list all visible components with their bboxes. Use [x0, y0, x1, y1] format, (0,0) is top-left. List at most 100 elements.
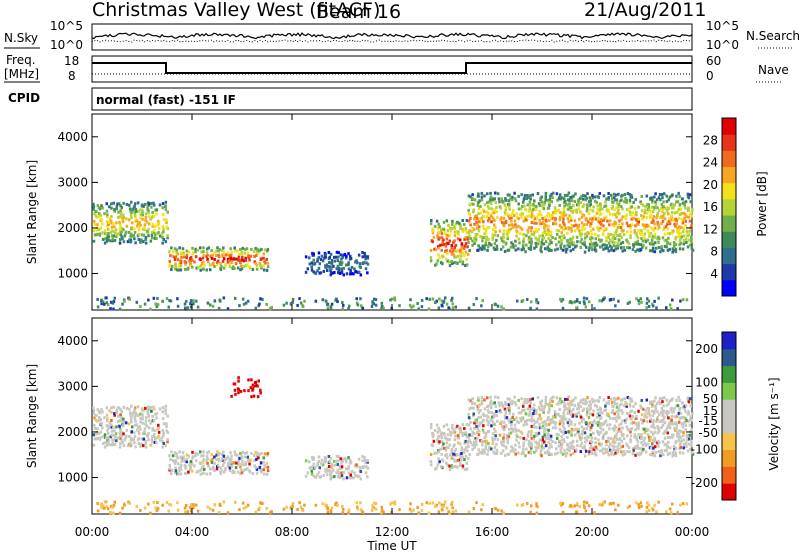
velocity-cell [532, 437, 536, 441]
velocity-cell [359, 501, 362, 505]
velocity-cell [168, 503, 171, 507]
power-cell [520, 212, 524, 216]
power-cell [555, 228, 559, 232]
power-cell [457, 230, 460, 234]
power-cell [453, 245, 456, 249]
velocity-cell [101, 435, 104, 439]
power-cell [445, 248, 448, 252]
velocity-cell [610, 410, 614, 414]
velocity-cell [684, 423, 688, 427]
velocity-cell [566, 408, 570, 412]
velocity-cell [494, 434, 497, 438]
power-cell [468, 234, 471, 238]
power-cell [181, 247, 185, 251]
velocity-cell [625, 425, 629, 429]
velocity-cell [251, 471, 255, 475]
velocity-cell [324, 469, 327, 473]
velocity-cell [268, 511, 272, 515]
velocity-cell [533, 420, 537, 424]
power-cell [619, 226, 623, 230]
power-cell [199, 264, 203, 268]
velocity-cell [111, 505, 115, 509]
velocity-cell [685, 435, 689, 439]
power-cell [133, 237, 136, 241]
velocity-cell [542, 440, 546, 444]
velocity-cell [548, 407, 551, 411]
power-cell [209, 254, 212, 258]
power-cell [495, 247, 499, 251]
velocity-cell [243, 455, 247, 459]
velocity-cell [153, 433, 156, 437]
power-cell [657, 223, 660, 227]
power-cell [561, 220, 565, 224]
power-cell [612, 249, 616, 253]
velocity-cell [640, 413, 644, 417]
power-cell [539, 198, 542, 202]
power-cell [526, 194, 529, 198]
velocity-cell [589, 428, 592, 432]
velocity-cell [245, 451, 249, 455]
power-cell [656, 213, 659, 217]
velocity-cell [111, 441, 114, 445]
velocity-cell [139, 412, 142, 416]
velocity-cell [341, 504, 344, 508]
velocity-cell [254, 466, 258, 470]
velocity-cell [596, 429, 599, 433]
velocity-cell [577, 404, 581, 408]
power-cell [215, 249, 218, 253]
power-cell [621, 240, 625, 244]
velocity-cell [307, 460, 311, 464]
velocity-cell [155, 416, 158, 420]
power-cell [622, 245, 626, 249]
power-cell [481, 224, 485, 228]
power-cell [100, 218, 103, 222]
power-cell [639, 248, 643, 252]
velocity-cell [636, 444, 639, 448]
power-cell [621, 249, 625, 253]
velocity-cell [690, 441, 693, 445]
velocity-cell [491, 419, 494, 423]
power-cell [688, 229, 691, 233]
power-cell [681, 247, 685, 251]
power-cell [327, 261, 331, 265]
velocity-cell [130, 404, 133, 408]
power-cell [109, 300, 113, 304]
power-cell [475, 297, 478, 301]
velocity-cell [577, 427, 580, 431]
velocity-cell [479, 408, 482, 412]
velocity-cell [482, 431, 486, 435]
power-cell [647, 203, 651, 207]
power-cell [630, 195, 634, 199]
velocity-cell [564, 403, 567, 407]
power-cell [296, 303, 299, 307]
velocity-cell [333, 463, 337, 467]
power-cell [151, 230, 154, 234]
velocity-cell [674, 441, 677, 445]
velocity-cell [178, 466, 181, 470]
power-cell [645, 297, 649, 301]
velocity-cell [550, 445, 553, 449]
power-cell [237, 255, 241, 259]
power-cell [126, 240, 130, 244]
power-cell [523, 196, 526, 200]
velocity-cell [207, 464, 210, 468]
power-cell [684, 224, 687, 228]
velocity-cell [476, 421, 479, 425]
velocity-colorbar-label: Velocity [m s⁻¹] [767, 377, 781, 470]
power-cell [170, 267, 173, 271]
power-cell [557, 240, 561, 244]
velocity-cell [670, 418, 673, 422]
velocity-cell [477, 411, 481, 415]
power-cell [657, 246, 661, 250]
power-cell [629, 226, 632, 230]
power-cell [542, 207, 545, 211]
velocity-cell [602, 451, 605, 455]
velocity-cell [285, 505, 288, 509]
velocity-cell [666, 426, 669, 430]
velocity-cell [569, 446, 572, 450]
velocity-cell [170, 450, 173, 454]
velocity-cell [622, 437, 626, 441]
power-cell [133, 213, 137, 217]
power-cell [478, 220, 481, 224]
power-cell [561, 234, 564, 238]
